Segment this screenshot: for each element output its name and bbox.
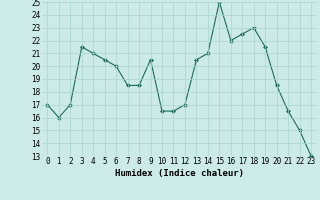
X-axis label: Humidex (Indice chaleur): Humidex (Indice chaleur) bbox=[115, 169, 244, 178]
